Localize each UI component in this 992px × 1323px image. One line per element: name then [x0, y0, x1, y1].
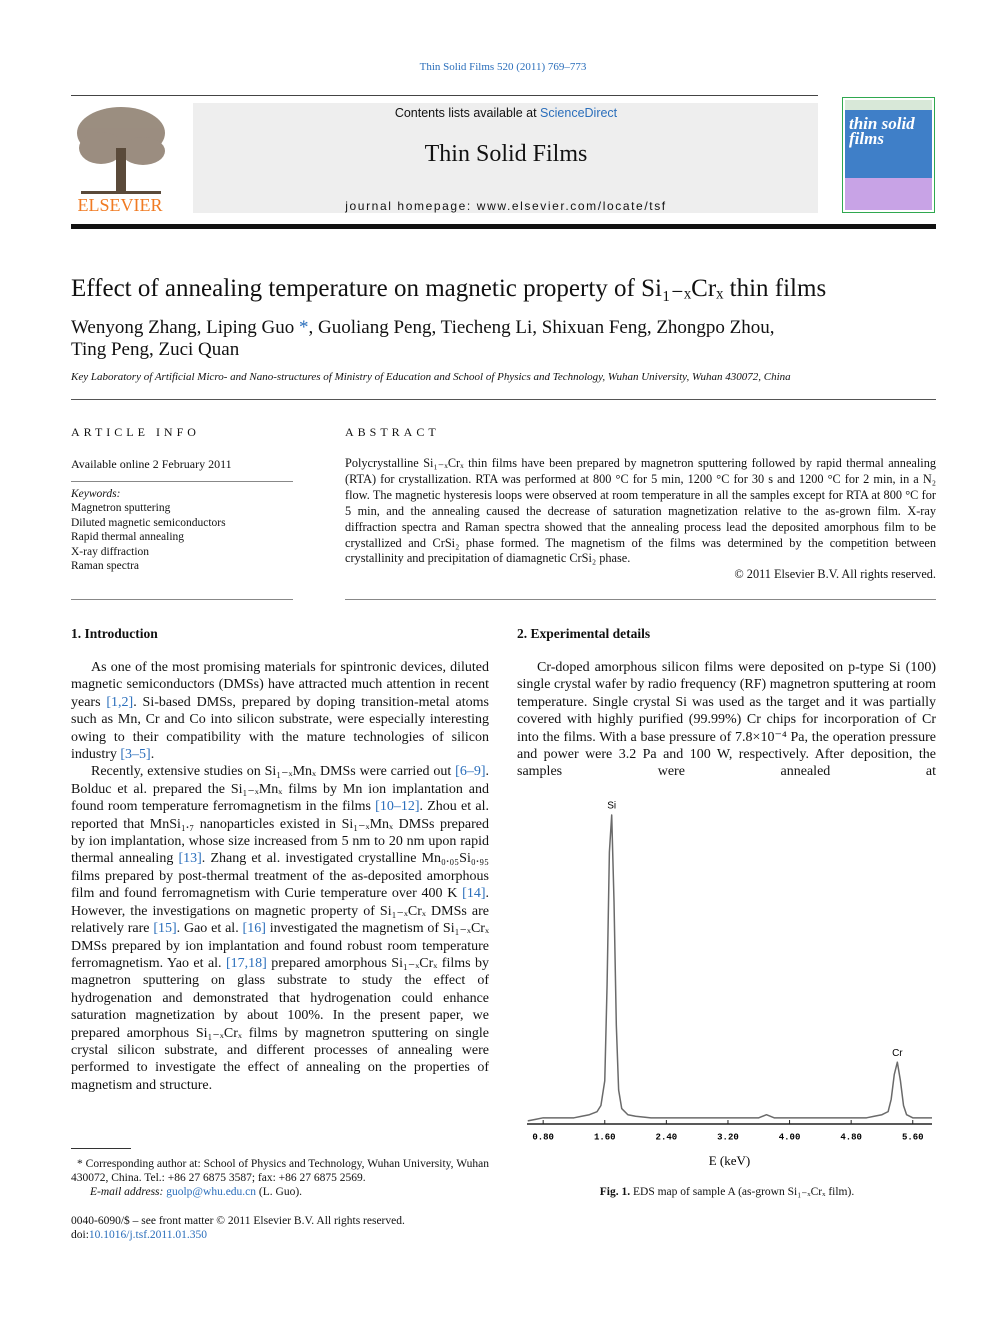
citation-link[interactable]: [13]	[178, 851, 202, 867]
info-rule	[71, 481, 293, 482]
text-run: Recently, extensive studies on Si₁₋ₓMnₓ …	[91, 764, 456, 780]
keywords: Magnetron sputtering Diluted magnetic sem…	[71, 501, 226, 574]
x-tick-label: 1.60	[594, 1132, 616, 1142]
text-run: , Guoliang Peng, Tiecheng Li, Shixuan Fe…	[308, 317, 775, 338]
text-run: . However, the investigations on magneti…	[71, 886, 489, 937]
x-tick-label: 3.20	[717, 1132, 739, 1142]
paragraph: Cr-doped amorphous silicon films were de…	[517, 659, 936, 781]
article-info-heading: ARTICLE INFO	[71, 425, 200, 439]
sciencedirect-link[interactable]: ScienceDirect	[540, 106, 618, 120]
abstract: Polycrystalline Si₁₋ₓCrₓ thin films have…	[345, 456, 936, 583]
doi-prefix: doi:	[71, 1229, 89, 1241]
citation-link[interactable]: [14]	[462, 886, 486, 902]
cover-art	[845, 110, 932, 178]
text-run: .	[150, 747, 155, 763]
citation-link[interactable]: *	[299, 317, 309, 338]
front-matter: 0040-6090/$ – see front matter © 2011 El…	[71, 1215, 405, 1227]
citation-link[interactable]: [17,18]	[225, 955, 267, 971]
info-bottom-rule	[71, 599, 293, 600]
x-tick-label: 0.80	[532, 1132, 554, 1142]
authors-line: Ting Peng, Zuci Quan	[71, 339, 240, 360]
abstract-text: Polycrystalline Si₁₋ₓCrₓ thin films have…	[345, 456, 936, 566]
authors: Wenyong Zhang, Liping Guo *, Guoliang Pe…	[71, 317, 775, 339]
text-run: prepared amorphous Si₁₋ₓCrₓ films by mag…	[71, 955, 490, 1093]
paragraph: Recently, extensive studies on Si₁₋ₓMnₓ …	[71, 763, 489, 1094]
email-suffix: (L. Guo).	[256, 1186, 303, 1198]
footnote-corresponding: * Corresponding author at: School of Phy…	[71, 1158, 489, 1185]
text-run: . Gao et al.	[176, 921, 243, 937]
citation-link[interactable]: [3–5]	[120, 747, 151, 763]
doi-link[interactable]: 10.1016/j.tsf.2011.01.350	[88, 1229, 207, 1241]
text-run: . Bolduc et al. prepared the Si₁₋ₓMnₓ fi…	[71, 764, 489, 815]
citation-link[interactable]: [16]	[242, 921, 266, 937]
keyword: X-ray diffraction	[71, 545, 150, 558]
figure-caption: Fig. 1. EDS map of sample A (as-grown Si…	[517, 1185, 937, 1199]
cover-bottom	[845, 178, 932, 210]
abstract-heading: ABSTRACT	[345, 425, 440, 439]
keywords-label: Keywords:	[71, 488, 121, 500]
citation-link[interactable]: [15]	[153, 921, 177, 937]
text-run: investigated the magnetism of Si₁₋ₓCrₓ D…	[71, 921, 490, 971]
citation-link[interactable]: [1,2]	[106, 694, 134, 710]
text-run: . Si-based DMSs, prepared by doping tran…	[71, 694, 489, 763]
citation-link[interactable]: [10–12]	[375, 799, 420, 815]
section-body: Cr-doped amorphous silicon films were de…	[517, 659, 936, 781]
x-tick-label: 4.80	[840, 1132, 862, 1142]
publisher-name: ELSEVIER	[78, 195, 163, 215]
journal-cover: thin solid films	[842, 97, 935, 213]
footnote-rule	[71, 1148, 131, 1149]
footnote-email: E-mail address: guolp@whu.edu.cn (L. Guo…	[90, 1185, 302, 1199]
section-heading: 2. Experimental details	[517, 626, 651, 641]
peak-label: Cr	[892, 1048, 903, 1059]
keyword: Rapid thermal annealing	[71, 531, 185, 543]
keyword: Diluted magnetic semiconductors	[71, 516, 226, 529]
text-run: Cr-doped amorphous silicon films were de…	[517, 660, 936, 780]
x-axis-label: E (keV)	[709, 1153, 751, 1168]
available-online: Available online 2 February 2011	[71, 457, 232, 471]
caption-text: EDS map of sample A (as-grown Si₁₋ₓCrₓ f…	[633, 1186, 855, 1198]
x-tick-label: 5.60	[902, 1132, 924, 1142]
article-title: Effect of annealing temperature on magne…	[71, 275, 827, 302]
journal-banner: Contents lists available at ScienceDirec…	[193, 103, 818, 213]
contents-prefix: Contents lists available at	[394, 106, 541, 120]
header-rule	[71, 95, 818, 96]
email-label: E-mail address:	[90, 1186, 167, 1198]
x-tick-label: 4.00	[779, 1132, 801, 1142]
keyword: Magnetron sputtering	[71, 502, 171, 514]
cover-title: thin solid films	[849, 114, 915, 148]
contents-line: Contents lists available at ScienceDirec…	[193, 106, 819, 120]
text-run: . Zhou et al. reported that MnSi₁.₇ nano…	[71, 799, 489, 867]
copyright: © 2011 Elsevier B.V. All rights reserved…	[734, 567, 936, 582]
section-heading: 1. Introduction	[71, 626, 158, 641]
affiliation: Key Laboratory of Artificial Micro- and …	[71, 371, 791, 383]
banner-rule	[71, 224, 936, 229]
email-link[interactable]: guolp@whu.edu.cn	[166, 1186, 257, 1198]
journal-reference[interactable]: Thin Solid Films 520 (2011) 769–773	[419, 61, 587, 73]
section-body: As one of the most promising materials f…	[71, 659, 489, 1094]
publisher-logo: ELSEVIER	[77, 107, 165, 215]
x-tick-label: 2.40	[656, 1132, 678, 1142]
citation-link[interactable]: [6–9]	[455, 764, 486, 780]
journal-title: Thin Solid Films	[424, 141, 588, 167]
text-run: As one of the most promising materials f…	[71, 660, 489, 710]
spectrum-line	[527, 814, 932, 1122]
journal-homepage: journal homepage: www.elsevier.com/locat…	[345, 199, 667, 213]
caption-label: Fig. 1.	[599, 1186, 631, 1198]
peak-label: Si	[607, 801, 616, 812]
abstract-rule	[345, 599, 936, 600]
cover-top	[845, 100, 932, 110]
text-run: . Zhang et al. investigated crystalline …	[71, 851, 489, 902]
paragraph: As one of the most promising materials f…	[71, 659, 489, 763]
doi-line: doi:10.1016/j.tsf.2011.01.350	[71, 1228, 207, 1242]
keyword: Raman spectra	[71, 560, 140, 572]
text-run: Wenyong Zhang, Liping Guo	[71, 317, 300, 338]
section-rule	[71, 399, 936, 400]
